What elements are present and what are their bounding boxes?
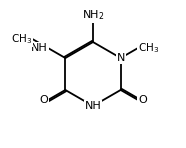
Text: O: O: [39, 95, 48, 105]
Text: O: O: [138, 95, 147, 105]
Text: NH$_2$: NH$_2$: [82, 8, 104, 22]
Text: N: N: [116, 53, 125, 63]
Text: CH$_3$: CH$_3$: [11, 32, 33, 46]
Text: CH$_3$: CH$_3$: [138, 41, 159, 55]
Text: NH: NH: [31, 43, 48, 53]
Text: NH: NH: [85, 101, 101, 111]
